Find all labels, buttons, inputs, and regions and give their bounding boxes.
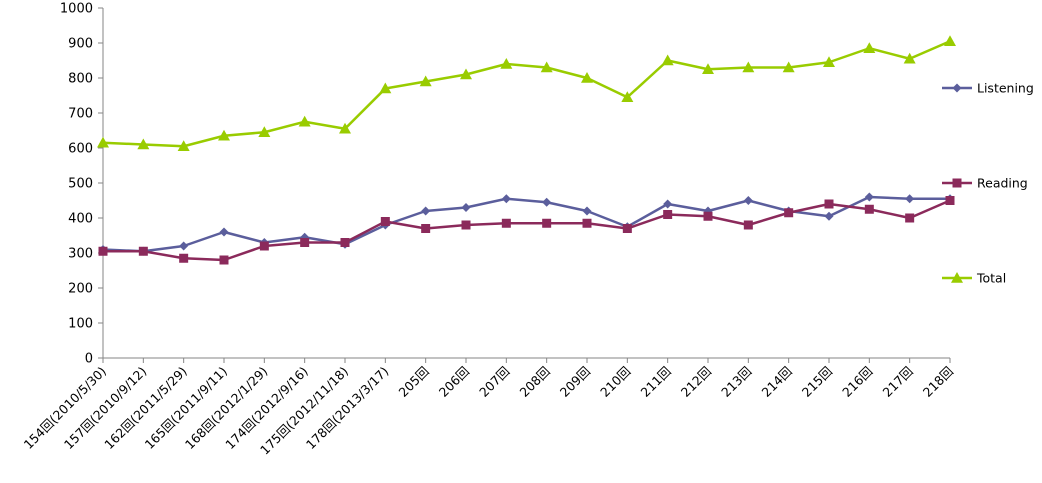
legend-label: Listening	[977, 81, 1034, 96]
series-line-total	[102, 40, 951, 148]
data-point-reading	[784, 208, 794, 218]
data-point-total	[581, 72, 593, 83]
data-point-listening	[421, 206, 431, 216]
legend-swatch-marker	[952, 178, 962, 188]
x-tick-label: 217回	[879, 364, 915, 400]
data-point-reading	[179, 253, 189, 263]
x-tick-label: 206回	[436, 364, 472, 400]
data-point-listening	[461, 203, 471, 212]
data-point-reading	[461, 220, 471, 230]
data-point-reading	[663, 210, 673, 219]
series-layer	[97, 35, 956, 265]
data-point-total	[379, 82, 392, 94]
data-point-total	[177, 140, 190, 152]
y-tick-label: 600	[68, 142, 93, 157]
y-tick-label: 800	[68, 72, 93, 87]
legend-item-listening: Listening	[942, 81, 1034, 96]
data-point-reading	[501, 218, 511, 228]
data-point-listening	[743, 196, 753, 205]
series-reading	[98, 196, 955, 265]
x-tick-label: 205回	[395, 364, 431, 400]
data-point-listening	[542, 197, 552, 207]
data-point-reading	[259, 241, 269, 251]
data-point-reading	[542, 218, 552, 228]
legend-label: Total	[976, 271, 1006, 286]
x-tick-label: 210回	[597, 364, 633, 400]
series-line-listening	[102, 195, 950, 253]
data-point-listening	[905, 194, 915, 204]
data-point-total	[298, 115, 311, 127]
legend-swatch-marker	[951, 272, 963, 283]
x-tick-label: 216回	[839, 364, 875, 400]
x-tick-label: 213回	[718, 364, 754, 400]
data-point-reading	[582, 218, 592, 228]
data-point-total	[137, 138, 150, 150]
data-point-reading	[905, 213, 915, 223]
data-point-total	[419, 75, 432, 87]
data-point-total	[742, 61, 755, 73]
data-point-total	[782, 61, 795, 73]
data-point-total	[97, 136, 109, 148]
data-point-listening	[663, 199, 673, 209]
x-tick-label: 208回	[516, 364, 552, 400]
legend: Listening Reading Total	[942, 81, 1034, 286]
x-tick-label: 215回	[799, 364, 835, 400]
y-tick-label: 900	[68, 37, 93, 52]
data-point-total	[540, 61, 553, 73]
data-point-total	[823, 56, 835, 68]
data-point-total	[903, 52, 916, 64]
data-point-listening	[582, 206, 592, 216]
data-point-total	[702, 63, 714, 75]
data-point-reading	[138, 246, 148, 256]
data-point-reading	[300, 238, 310, 247]
y-tick-label: 200	[68, 282, 93, 297]
data-point-reading	[340, 238, 350, 247]
series-total	[97, 35, 956, 152]
y-tick-label: 700	[68, 107, 93, 122]
data-point-total	[500, 58, 513, 69]
data-point-reading	[421, 224, 431, 233]
data-point-reading	[219, 255, 229, 265]
data-point-total	[339, 122, 351, 134]
data-point-total	[460, 68, 472, 80]
data-point-total	[944, 35, 956, 47]
x-tick-label: 211回	[637, 364, 673, 400]
data-point-reading	[703, 211, 713, 221]
legend-item-reading: Reading	[942, 176, 1028, 191]
data-point-listening	[501, 194, 511, 204]
y-tick-label: 300	[68, 247, 93, 262]
y-tick-label: 100	[68, 317, 93, 332]
data-point-total	[218, 129, 230, 141]
data-point-reading	[824, 199, 834, 209]
y-tick-label: 0	[85, 352, 93, 367]
legend-item-total: Total	[942, 271, 1006, 286]
data-point-reading	[98, 246, 108, 256]
data-point-total	[863, 42, 876, 54]
legend-swatch-marker	[952, 83, 962, 93]
x-tick-label: 212回	[678, 364, 714, 400]
data-point-reading	[380, 217, 390, 226]
data-point-reading	[743, 220, 753, 230]
data-point-reading	[945, 196, 955, 205]
data-point-reading	[864, 204, 874, 214]
x-tick-label: 214回	[758, 364, 794, 400]
data-point-listening	[824, 211, 834, 221]
x-tick-label: 207回	[476, 364, 512, 400]
data-point-total	[258, 126, 271, 138]
series-line-reading	[103, 199, 951, 262]
x-tick-label: 209回	[557, 364, 593, 400]
data-point-reading	[622, 224, 632, 233]
legend-label: Reading	[977, 176, 1028, 191]
y-tick-label: 1000	[60, 2, 93, 17]
x-tick-label: 218回	[920, 364, 956, 400]
y-tick-label: 400	[68, 212, 93, 227]
data-point-total	[621, 91, 634, 103]
data-point-listening	[864, 192, 874, 202]
data-point-total	[661, 54, 674, 66]
data-point-listening	[219, 227, 229, 237]
y-tick-label: 500	[68, 177, 93, 192]
data-point-listening	[179, 241, 189, 251]
